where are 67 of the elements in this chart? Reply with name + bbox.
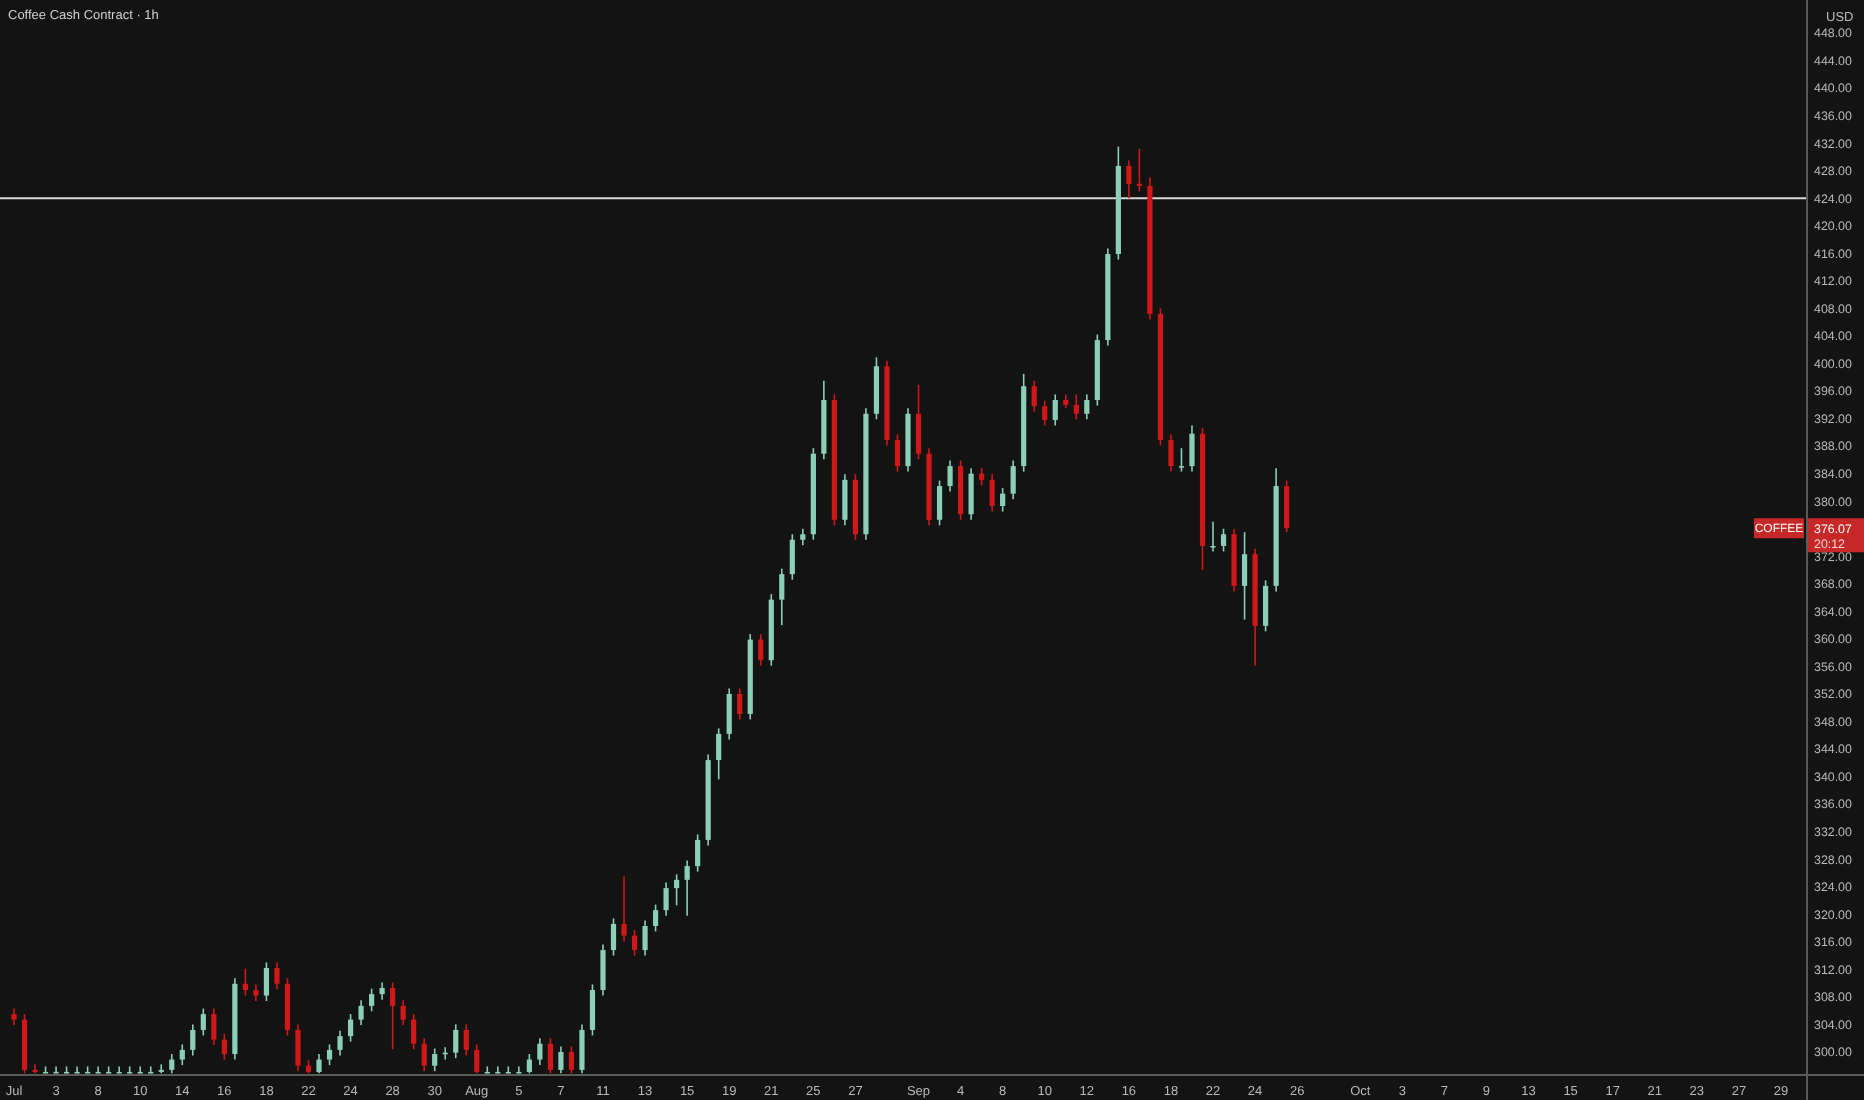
candlestick	[1073, 393, 1079, 421]
candlestick	[1210, 521, 1216, 553]
candlestick	[737, 687, 743, 721]
candlestick	[400, 999, 406, 1026]
candlestick	[1052, 393, 1058, 427]
candlestick	[347, 1013, 354, 1043]
candlestick	[894, 433, 901, 473]
candlestick	[947, 459, 953, 493]
candlestick	[263, 961, 270, 1002]
candlestick	[1010, 459, 1016, 500]
candlestick	[684, 859, 690, 917]
candlestick	[674, 873, 680, 907]
candlestick	[337, 1029, 343, 1057]
candlestick	[873, 356, 880, 421]
candlestick	[463, 1023, 469, 1057]
candlestick	[1084, 393, 1090, 421]
candlestick	[1136, 147, 1142, 193]
candlestick	[1042, 399, 1048, 427]
candlestick	[695, 833, 701, 873]
candlestick	[421, 1037, 427, 1073]
candlestick	[284, 977, 291, 1037]
candlestick	[200, 1007, 206, 1037]
candlestick	[326, 1043, 333, 1066]
candlestick	[1168, 433, 1174, 473]
candlestick	[1189, 424, 1195, 473]
candlestick	[358, 999, 364, 1026]
candlestick	[968, 467, 974, 521]
candlestick	[1031, 379, 1037, 413]
candlestick	[758, 633, 764, 667]
candlestick	[779, 567, 785, 626]
candlestick	[474, 1043, 480, 1075]
candlestick	[547, 1037, 553, 1075]
candlestick	[589, 983, 596, 1037]
candlestick	[663, 881, 669, 917]
candlestick	[652, 903, 659, 933]
candlestick	[1126, 159, 1132, 200]
candlestick	[789, 533, 795, 581]
candlestick	[610, 917, 617, 957]
candlestick	[274, 961, 280, 991]
candlestick	[242, 967, 248, 997]
candlestick	[295, 1023, 301, 1073]
candlestick	[915, 384, 922, 460]
candlestick	[1284, 479, 1290, 533]
candlestick	[179, 1043, 185, 1066]
candlestick	[537, 1037, 543, 1066]
candlestick	[936, 479, 943, 527]
candlestick	[1220, 527, 1227, 553]
candlestick	[716, 727, 722, 781]
candlestick	[579, 1023, 585, 1075]
candlestick	[842, 473, 848, 527]
candlestick	[989, 473, 995, 513]
candlestick	[631, 929, 638, 957]
candlestick	[369, 987, 375, 1013]
candlestick	[1000, 487, 1006, 513]
candlestick	[221, 1033, 227, 1061]
candlestick	[190, 1023, 196, 1057]
candlestick	[411, 1013, 417, 1051]
candlestick	[600, 943, 606, 997]
candlestick	[390, 981, 396, 1051]
candlestick	[1241, 531, 1248, 621]
candlestick	[1178, 447, 1185, 473]
candlestick	[621, 875, 627, 942]
candlestick	[726, 687, 732, 741]
candlestick	[211, 1007, 217, 1046]
candlestick	[453, 1023, 459, 1059]
candlestick	[1263, 579, 1269, 633]
candlestick	[642, 919, 648, 957]
